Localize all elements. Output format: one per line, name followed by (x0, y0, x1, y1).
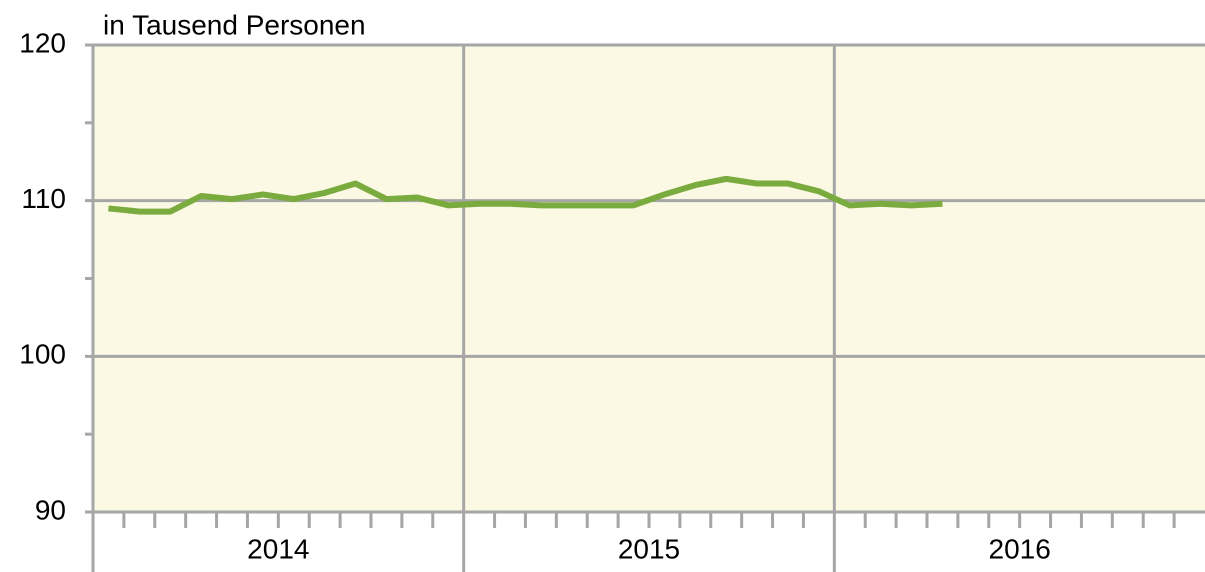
y-tick-label: 90 (35, 494, 66, 525)
x-tick-label: 2014 (247, 533, 309, 564)
x-tick-label: 2016 (989, 533, 1051, 564)
data-line (108, 175, 943, 215)
x-tick-label: 2015 (618, 533, 680, 564)
y-tick-label: 110 (21, 183, 66, 214)
y-tick-label: 100 (19, 339, 66, 370)
y-tick-label: 120 (19, 27, 66, 58)
plot-area (93, 45, 1205, 512)
y-axis-label: in Tausend Personen (103, 9, 366, 40)
